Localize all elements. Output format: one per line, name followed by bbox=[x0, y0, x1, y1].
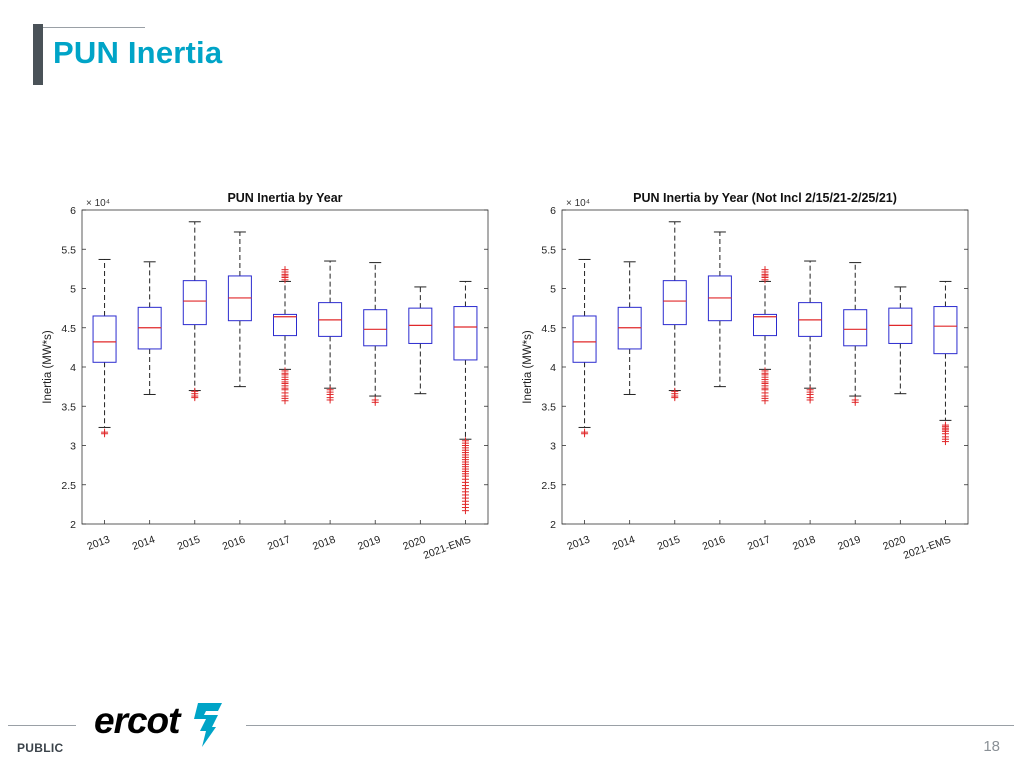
y-tick-label: 3.5 bbox=[61, 401, 76, 413]
y-tick-label: 3 bbox=[550, 441, 556, 453]
y-tick-label: 2 bbox=[70, 519, 76, 531]
y-tick-label: 3 bbox=[70, 441, 76, 453]
x-tick-label: 2019 bbox=[356, 533, 382, 552]
outlier-marker bbox=[851, 398, 859, 406]
y-tick-label: 2.5 bbox=[541, 480, 556, 492]
y-tick-label: 5 bbox=[70, 284, 76, 296]
x-tick-label: 2017 bbox=[266, 533, 292, 552]
boxplot-chart-all-days: PUN Inertia by Year × 10⁴ Inertia (MW*s) 2 2… bbox=[36, 180, 496, 580]
texas-lightning-icon bbox=[194, 703, 222, 747]
exponent-label: × 10⁴ bbox=[86, 198, 110, 209]
outlier-marker bbox=[761, 397, 769, 405]
outlier-marker bbox=[101, 430, 109, 438]
x-tick-label: 2016 bbox=[701, 533, 727, 552]
outlier-marker bbox=[191, 394, 199, 402]
y-tick-label: 4 bbox=[70, 362, 76, 374]
y-axis-label: Inertia (MW*s) bbox=[522, 330, 534, 404]
title-accent-bar bbox=[33, 24, 43, 85]
outlier-marker bbox=[806, 396, 814, 404]
x-tick-label: 2021-EMS bbox=[422, 534, 473, 562]
outlier-marker bbox=[941, 438, 949, 446]
y-tick-label: 6 bbox=[550, 205, 556, 217]
outlier-marker bbox=[671, 394, 679, 402]
iqr-box bbox=[933, 306, 958, 355]
x-tick-label: 2021-EMS bbox=[902, 534, 953, 562]
chart-title: PUN Inertia by Year bbox=[227, 191, 342, 205]
x-tick-label: 2015 bbox=[176, 533, 202, 552]
plot-frame bbox=[561, 209, 969, 525]
exponent-label: × 10⁴ bbox=[566, 198, 590, 209]
y-tick-label: 2.5 bbox=[61, 480, 76, 492]
iqr-box bbox=[843, 309, 868, 347]
y-tick-label: 3.5 bbox=[541, 401, 556, 413]
y-tick-label: 5.5 bbox=[541, 244, 556, 256]
y-tick-label: 4.5 bbox=[541, 323, 556, 335]
outlier-marker bbox=[371, 398, 379, 406]
page-title: PUN Inertia bbox=[53, 35, 223, 70]
outlier-marker bbox=[281, 266, 289, 274]
x-tick-label: 2016 bbox=[221, 533, 247, 552]
iqr-box bbox=[182, 280, 207, 326]
x-tick-label: 2019 bbox=[836, 533, 862, 552]
x-tick-label: 2018 bbox=[791, 533, 817, 552]
iqr-box bbox=[92, 315, 117, 363]
logo-text: ercot bbox=[94, 700, 182, 741]
iqr-box bbox=[273, 313, 297, 337]
outlier-marker bbox=[581, 430, 589, 438]
y-tick-label: 6 bbox=[70, 205, 76, 217]
plot-frame bbox=[81, 209, 489, 525]
chart-svg: PUN Inertia by Year (Not Incl 2/15/21-2/… bbox=[522, 191, 969, 562]
outlier-marker bbox=[761, 266, 769, 274]
outlier-marker bbox=[281, 397, 289, 405]
chart-title: PUN Inertia by Year (Not Incl 2/15/21-2/… bbox=[633, 191, 897, 205]
iqr-box bbox=[453, 306, 478, 361]
boxplot-chart-excluding-storm: PUN Inertia by Year (Not Incl 2/15/21-2/… bbox=[516, 180, 976, 580]
iqr-box bbox=[572, 315, 597, 363]
y-tick-label: 4.5 bbox=[61, 323, 76, 335]
page-number: 18 bbox=[983, 738, 1000, 755]
outlier-marker bbox=[326, 396, 334, 404]
y-tick-label: 4 bbox=[550, 362, 556, 374]
iqr-box bbox=[662, 280, 687, 326]
y-tick-label: 5.5 bbox=[61, 244, 76, 256]
y-tick-label: 2 bbox=[550, 519, 556, 531]
outlier-marker bbox=[461, 507, 469, 515]
x-tick-label: 2013 bbox=[86, 533, 112, 552]
title-rule bbox=[43, 27, 145, 28]
x-tick-label: 2018 bbox=[311, 533, 337, 552]
x-tick-label: 2014 bbox=[131, 533, 157, 552]
y-tick-label: 5 bbox=[550, 284, 556, 296]
ercot-logo: ercot bbox=[94, 697, 234, 754]
footer-line-right bbox=[246, 725, 1014, 726]
y-axis-label: Inertia (MW*s) bbox=[42, 330, 54, 404]
classification-label: PUBLIC bbox=[17, 741, 64, 755]
iqr-box bbox=[363, 309, 388, 347]
x-tick-label: 2017 bbox=[746, 533, 772, 552]
x-tick-label: 2014 bbox=[611, 533, 637, 552]
x-tick-label: 2015 bbox=[656, 533, 682, 552]
x-tick-label: 2013 bbox=[566, 533, 592, 552]
footer-line-left bbox=[8, 725, 76, 726]
iqr-box bbox=[753, 313, 777, 337]
